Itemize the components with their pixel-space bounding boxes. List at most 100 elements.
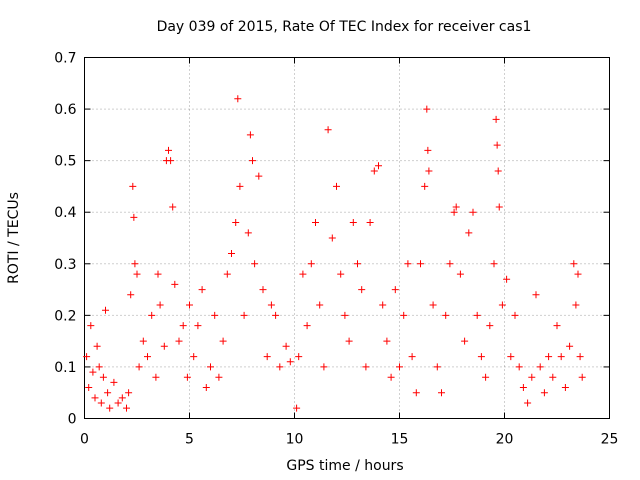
data-point [282,342,290,350]
plot-frame [84,57,610,419]
data-point [477,353,485,361]
data-point [345,337,353,345]
data-point [424,146,432,154]
data-point [433,363,441,371]
data-point [259,286,267,294]
data-point [110,378,118,386]
data-point [93,342,101,350]
y-tick-label: 0.5 [54,154,76,170]
data-point [240,311,248,319]
data-point [148,311,156,319]
data-point [102,306,109,314]
data-point [154,270,162,278]
data-point [425,167,433,175]
data-point [272,311,280,319]
data-point [549,373,557,381]
data-point [85,384,93,392]
x-axis-label: GPS time / hours [286,458,403,474]
data-point [244,229,252,237]
data-point [328,234,336,242]
data-point [498,301,506,309]
x-tick-label: 5 [185,432,194,448]
data-point [320,363,328,371]
data-point [276,363,284,371]
data-point [139,337,147,345]
data-point [186,301,193,309]
data-point [461,337,469,345]
data-point [570,260,578,268]
data-point [375,162,382,170]
data-point [333,182,340,190]
data-point [87,322,95,330]
data-point [133,270,141,278]
data-point [524,399,532,407]
data-point [228,249,235,257]
x-tick-label: 15 [391,432,409,448]
data-point [95,363,103,371]
data-point [578,373,586,381]
data-point [383,337,391,345]
data-point [536,363,544,371]
data-point [442,311,450,319]
data-point [156,301,164,309]
y-axis-label: ROTI / TECUs [6,192,22,284]
data-point [446,260,454,268]
data-point [251,260,259,268]
data-point [540,389,548,397]
data-point [89,368,97,376]
data-point [129,182,137,190]
data-point [493,141,501,149]
data-point [167,157,175,165]
data-point [324,126,332,134]
data-point [349,219,357,227]
data-point [316,301,324,309]
data-point [179,322,187,330]
axis-ticks: 0 0.1 0.2 0.3 0.4 0.5 0.6 0.7 0 5 10 15 20 25 [54,51,618,448]
data-point [171,280,179,288]
data-point [194,322,202,330]
data-point [545,353,553,361]
data-point [267,301,275,309]
x-tick-label: 0 [80,432,89,448]
data-point [114,399,122,407]
data-point [450,208,458,216]
data-point [421,182,429,190]
data-point [127,291,135,299]
y-tick-label: 0.1 [54,360,76,376]
data-point [144,353,151,361]
data-point [255,172,263,180]
data-point [370,167,378,175]
data-point [482,373,490,381]
data-point [99,373,107,381]
data-point [202,384,210,392]
data-point [232,219,240,227]
data-point [490,260,498,268]
y-tick-label: 0.4 [54,205,76,221]
data-point [473,311,481,319]
data-point [492,115,500,123]
data-point [83,353,91,361]
data-point [387,373,395,381]
data-point [286,358,294,366]
data-point [219,337,227,345]
data-point [223,270,231,278]
data-point [236,182,244,190]
data-point [307,260,315,268]
data-point [515,363,523,371]
data-point [557,353,565,361]
data-point [423,105,431,113]
data-point [160,342,168,350]
data-point [528,373,536,381]
data-point [465,229,473,237]
data-point [519,384,527,392]
data-point [263,353,271,361]
data-point [249,157,256,165]
data-point [337,270,345,278]
data-point [494,167,502,175]
data-point [165,146,172,154]
data-point [106,404,114,412]
data-point [215,373,223,381]
data-point [486,322,494,330]
data-point [507,353,515,361]
